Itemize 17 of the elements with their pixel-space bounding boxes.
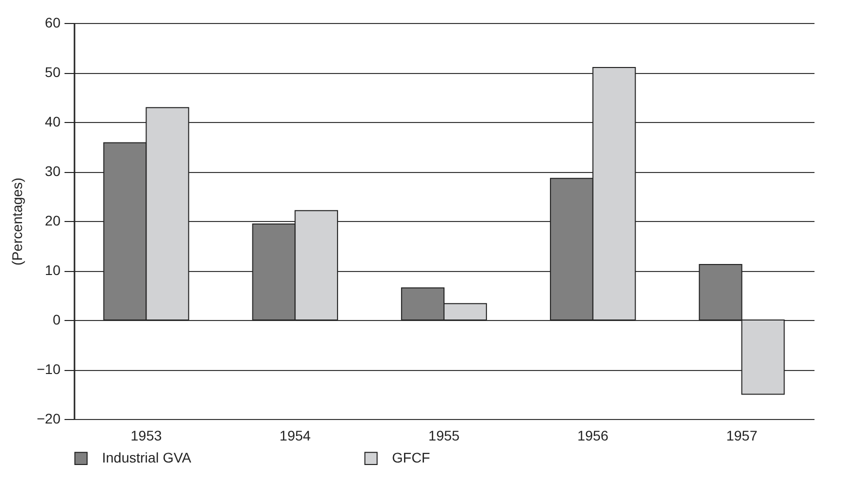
legend-label: Industrial GVA <box>102 449 192 466</box>
y-tick-label: −20 <box>36 410 61 426</box>
y-tick-label: 20 <box>44 212 61 228</box>
x-tick-label: 1955 <box>428 428 460 444</box>
legend-label: GFCF <box>392 449 430 466</box>
y-tick-label: 50 <box>44 64 61 80</box>
x-tick-label: 1954 <box>280 428 311 444</box>
y-axis-title: (Percentages) <box>8 178 25 266</box>
y-tick-label: 10 <box>44 262 61 278</box>
x-tick-label: 1957 <box>726 428 758 444</box>
y-tick-label: 0 <box>52 312 61 328</box>
x-tick-label: 1956 <box>577 428 609 444</box>
y-tick-label: 40 <box>44 114 61 130</box>
x-tick-label: 1953 <box>130 428 162 444</box>
y-tick-label: 60 <box>44 14 61 30</box>
y-tick-label: −10 <box>36 361 61 377</box>
y-tick-label: 30 <box>44 163 61 179</box>
